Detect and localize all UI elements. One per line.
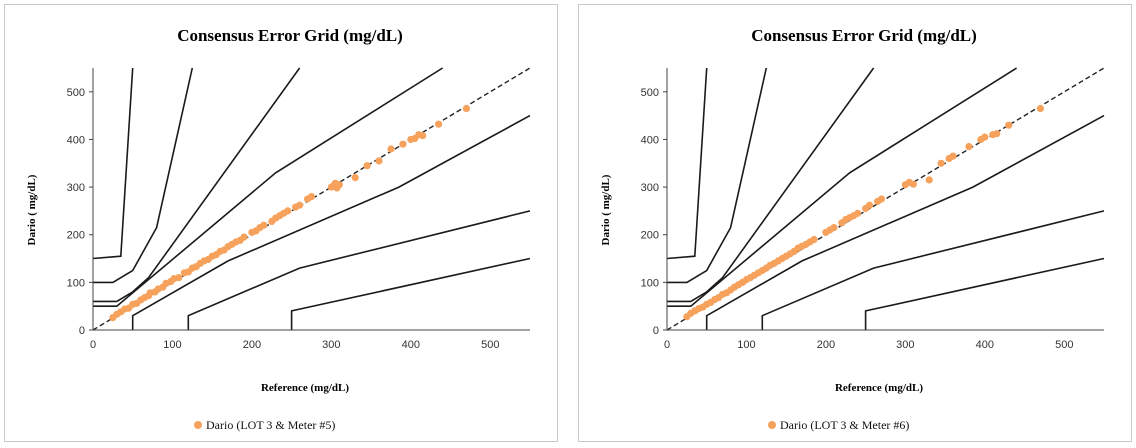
y-tick-label: 0	[653, 325, 659, 337]
data-point	[375, 157, 383, 165]
data-point	[399, 140, 407, 148]
x-tick-label: 200	[243, 339, 261, 351]
y-tick-label: 0	[79, 325, 85, 337]
data-point	[435, 120, 443, 128]
data-point	[462, 104, 470, 113]
legend: Dario (LOT 3 & Meter #6)	[768, 418, 909, 432]
data-point	[284, 207, 292, 215]
data-point	[1036, 104, 1044, 113]
y-tick-label: 100	[67, 277, 85, 289]
x-tick-label: 400	[976, 339, 994, 351]
data-point	[260, 221, 268, 229]
x-tick-label: 200	[817, 339, 835, 351]
data-point	[993, 130, 1001, 138]
x-tick-label: 100	[163, 339, 181, 351]
x-axis-label: Reference (mg/dL)	[261, 382, 349, 394]
y-tick-label: 100	[641, 277, 659, 289]
data-point	[949, 152, 957, 160]
data-point	[810, 235, 818, 244]
x-tick-label: 400	[402, 339, 420, 351]
zone-line-7	[864, 257, 1105, 330]
data-point	[419, 132, 427, 140]
y-tick-label: 500	[67, 87, 85, 99]
y-axis-label: Dario ( mg/dL)	[600, 174, 612, 245]
legend-marker	[194, 421, 202, 429]
data-point	[387, 145, 395, 153]
data-point	[981, 133, 989, 141]
x-tick-label: 500	[1055, 339, 1073, 351]
plot-area: 0 100 200 300 400 500 0 100 200 300 400 500	[641, 67, 1105, 351]
zone-line-4	[93, 67, 444, 308]
legend-label: Dario (LOT 3 & Meter #6)	[780, 418, 909, 432]
x-tick-label: 300	[322, 339, 340, 351]
zone-line-6	[187, 210, 531, 330]
plot-area: 0 100 200 300 400 500 0 100 200 300 400 500	[67, 67, 531, 351]
zone-line-5	[705, 114, 1105, 330]
zone-line-2	[93, 67, 194, 284]
chart-title: Consensus Error Grid (mg/dL)	[751, 26, 977, 45]
data-point	[877, 195, 886, 203]
data-point	[335, 181, 343, 189]
data-point	[175, 274, 183, 282]
data-point	[965, 143, 973, 151]
y-tick-label: 300	[641, 182, 659, 194]
y-tick-label: 400	[641, 134, 659, 146]
data-point	[307, 193, 316, 201]
zone-line-4	[667, 67, 1018, 308]
x-tick-label: 500	[481, 339, 499, 351]
zone-line-2	[667, 67, 768, 284]
y-tick-label: 200	[641, 230, 659, 242]
zone-line-5	[131, 114, 531, 330]
zone-line-6	[761, 210, 1105, 330]
data-point	[240, 233, 248, 241]
x-tick-label: 0	[90, 339, 96, 351]
y-axis-label: Dario ( mg/dL)	[26, 174, 38, 245]
x-tick-label: 300	[896, 339, 914, 351]
data-point	[1005, 121, 1013, 129]
y-tick-label: 400	[67, 134, 85, 146]
data-point	[363, 162, 371, 170]
chart-panel-right: Consensus Error Grid (mg/dL) Reference (…	[578, 4, 1132, 442]
chart-panel-left: Consensus Error Grid (mg/dL) Reference (…	[4, 4, 558, 442]
x-tick-label: 0	[664, 339, 670, 351]
x-axis-label: Reference (mg/dL)	[835, 382, 923, 394]
data-point	[296, 201, 304, 209]
data-point	[854, 209, 862, 217]
data-point	[866, 201, 874, 209]
plot-inner	[93, 67, 531, 330]
legend-marker	[768, 421, 776, 429]
data-point	[925, 176, 933, 184]
data-point	[830, 224, 838, 232]
y-tick-label: 300	[67, 182, 85, 194]
data-point	[937, 159, 945, 167]
legend: Dario (LOT 3 & Meter #5)	[194, 418, 335, 432]
plot-inner	[667, 67, 1105, 330]
legend-label: Dario (LOT 3 & Meter #5)	[206, 418, 335, 432]
data-point	[351, 174, 359, 182]
data-point	[909, 180, 917, 188]
chart-right: Consensus Error Grid (mg/dL) Reference (…	[600, 26, 1105, 432]
zone-line-1	[93, 67, 134, 260]
x-tick-label: 100	[737, 339, 755, 351]
chart-title: Consensus Error Grid (mg/dL)	[177, 26, 403, 45]
y-tick-label: 200	[67, 230, 85, 242]
zone-line-7	[290, 257, 531, 330]
zone-line-1	[667, 67, 708, 260]
y-tick-label: 500	[641, 87, 659, 99]
chart-left: Consensus Error Grid (mg/dL) Reference (…	[26, 26, 531, 432]
